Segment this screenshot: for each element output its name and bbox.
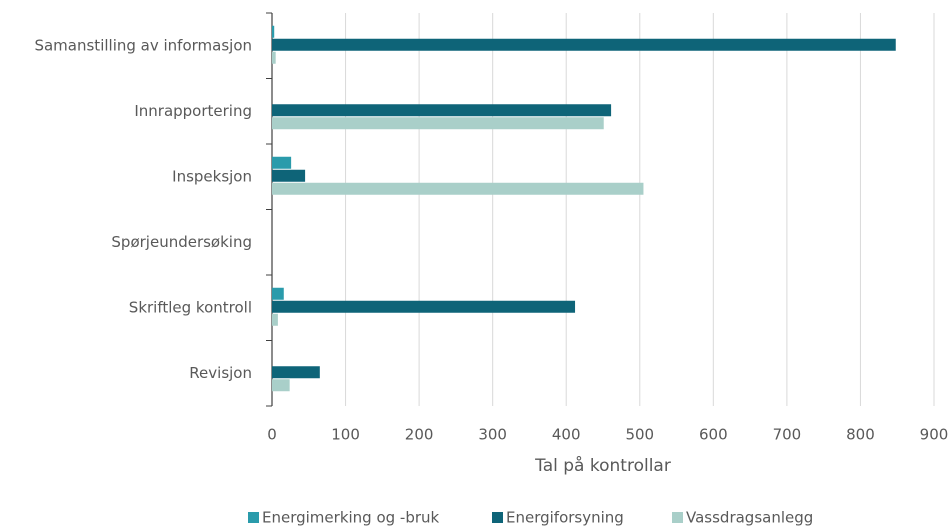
x-tick-label: 900	[920, 426, 948, 444]
bar	[272, 38, 896, 51]
legend-swatch	[492, 512, 503, 523]
x-tick-label: 200	[405, 426, 434, 444]
x-tick-label: 800	[846, 426, 875, 444]
x-tick-label: 0	[267, 426, 277, 444]
x-tick-label: 400	[552, 426, 581, 444]
y-tick-label: Inspeksjon	[172, 167, 252, 185]
bar	[272, 300, 576, 313]
x-tick-label: 300	[478, 426, 507, 444]
legend-swatch	[672, 512, 683, 523]
bar	[272, 379, 290, 392]
y-tick-label: Revisjon	[189, 364, 252, 382]
bar	[272, 104, 612, 117]
bar	[272, 117, 604, 130]
x-tick-label: 500	[625, 426, 654, 444]
bar	[272, 25, 275, 38]
legend-label: Energiforsyning	[506, 509, 624, 527]
bar	[272, 156, 292, 169]
x-tick-label: 700	[773, 426, 802, 444]
y-tick-label: Skriftleg kontroll	[129, 298, 252, 316]
legend-swatch	[248, 512, 259, 523]
x-axis-title: Tal på kontrollar	[534, 455, 671, 476]
y-tick-label: Spørjeundersøking	[111, 233, 252, 251]
bar	[272, 182, 644, 195]
y-tick-label: Innrapportering	[134, 102, 252, 120]
x-tick-label: 600	[699, 426, 728, 444]
x-tick-label: 100	[331, 426, 360, 444]
bar	[272, 51, 276, 64]
bar	[272, 287, 284, 300]
y-tick-label: Samanstilling av informasjon	[34, 36, 252, 54]
bar	[272, 169, 306, 182]
legend-label: Energimerking og -bruk	[262, 509, 440, 527]
bar	[272, 366, 320, 379]
bar	[272, 313, 278, 326]
legend-label: Vassdragsanlegg	[686, 509, 813, 527]
